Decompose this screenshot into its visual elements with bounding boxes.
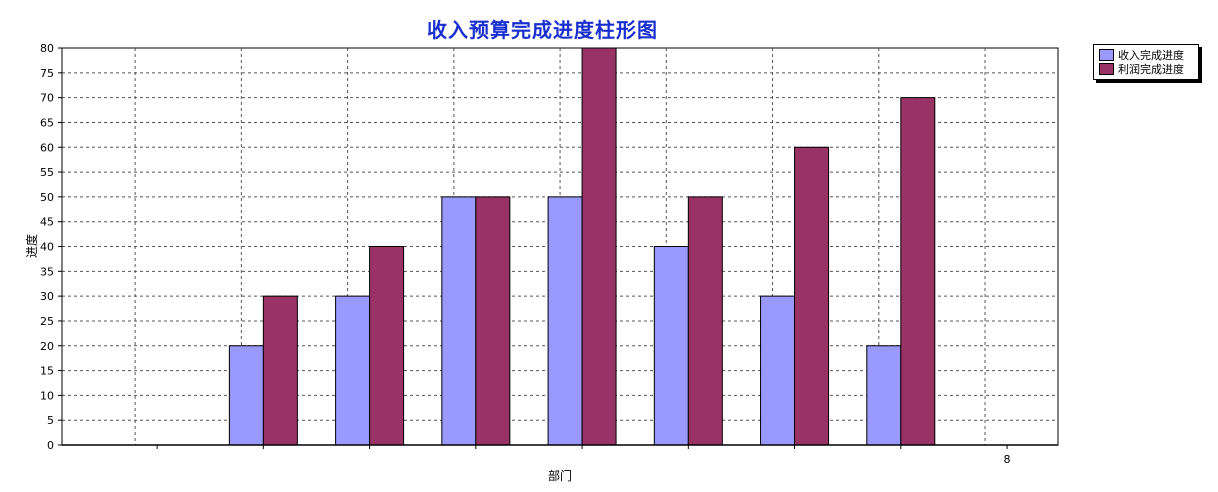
y-tick-label: 20 <box>40 340 54 353</box>
y-tick-label: 30 <box>40 290 54 303</box>
bar-profit <box>900 97 936 446</box>
y-tick-label: 0 <box>47 439 54 452</box>
bar-revenue <box>866 345 902 446</box>
axis-layer: 0 5 10 15 20 25 30 35 40 45 50 55 60 65 70 75 80 8 <box>40 42 1058 466</box>
bar-profit <box>794 146 830 446</box>
legend-item-profit: 利润完成进度 <box>1099 62 1184 76</box>
bar-profit <box>581 47 617 446</box>
x-tick-label: 8 <box>1004 453 1011 466</box>
chart-title: 收入预算完成进度柱形图 <box>427 18 658 42</box>
bar-profit <box>369 246 405 446</box>
bar-revenue <box>335 295 371 446</box>
y-tick-label: 70 <box>40 92 54 105</box>
y-tick-label: 35 <box>40 265 54 278</box>
legend: 收入完成进度 利润完成进度 <box>1093 44 1199 80</box>
y-tick-label: 25 <box>40 315 54 328</box>
y-tick-label: 15 <box>40 365 54 378</box>
legend-label: 收入完成进度 <box>1118 49 1184 62</box>
bar-profit <box>262 295 298 446</box>
bar-revenue <box>653 246 689 446</box>
y-tick-label: 80 <box>40 42 54 55</box>
legend-item-revenue: 收入完成进度 <box>1099 48 1184 62</box>
y-tick-label: 75 <box>40 67 54 80</box>
y-axis-label: 进度 <box>24 234 39 258</box>
y-tick-label: 50 <box>40 191 54 204</box>
bar-revenue <box>760 295 796 446</box>
legend-swatch <box>1099 49 1114 61</box>
y-tick-label: 10 <box>40 389 54 402</box>
bar-revenue <box>441 196 477 446</box>
bar-revenue <box>228 345 264 446</box>
legend-swatch <box>1099 63 1114 75</box>
y-tick-label: 40 <box>40 241 54 254</box>
y-tick-label: 5 <box>47 414 54 427</box>
bar-revenue <box>547 196 583 446</box>
y-tick-label: 60 <box>40 141 54 154</box>
legend-label: 利润完成进度 <box>1118 63 1184 76</box>
bar-layer <box>228 47 936 446</box>
bar-profit <box>687 196 723 446</box>
y-tick-label: 45 <box>40 216 54 229</box>
y-tick-label: 65 <box>40 116 54 129</box>
bar-profit <box>475 196 511 446</box>
x-axis-label: 部门 <box>548 468 572 483</box>
y-tick-label: 55 <box>40 166 54 179</box>
